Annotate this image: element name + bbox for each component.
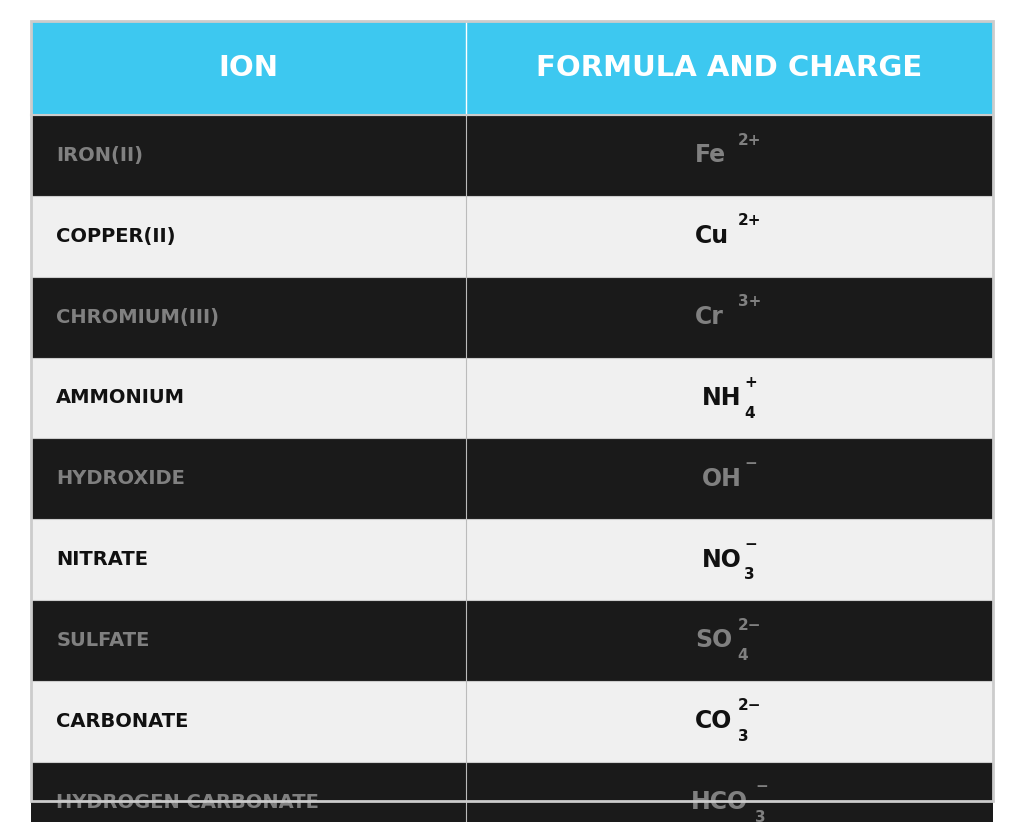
- Text: SO: SO: [694, 629, 732, 653]
- Text: NH: NH: [701, 386, 741, 410]
- Text: COPPER(II): COPPER(II): [56, 227, 176, 246]
- Text: Cr: Cr: [694, 305, 724, 329]
- Text: NO: NO: [701, 548, 741, 572]
- Text: IRON(II): IRON(II): [56, 146, 143, 165]
- Bar: [31, 21, 993, 115]
- Text: 2−: 2−: [737, 618, 761, 633]
- Bar: [31, 520, 993, 600]
- Text: HYDROXIDE: HYDROXIDE: [56, 469, 185, 488]
- Text: ION: ION: [218, 54, 279, 82]
- Bar: [31, 358, 993, 439]
- Text: 2+: 2+: [737, 133, 761, 148]
- Text: FORMULA AND CHARGE: FORMULA AND CHARGE: [537, 54, 923, 82]
- Text: 2+: 2+: [737, 213, 761, 229]
- Bar: [31, 277, 993, 358]
- Text: CARBONATE: CARBONATE: [56, 712, 188, 731]
- Text: SULFATE: SULFATE: [56, 631, 150, 650]
- Text: −: −: [744, 537, 757, 552]
- Bar: [31, 681, 993, 762]
- Text: AMMONIUM: AMMONIUM: [56, 388, 185, 407]
- Bar: [31, 600, 993, 681]
- Text: 3: 3: [744, 567, 755, 582]
- Text: +: +: [744, 375, 757, 390]
- Text: OH: OH: [701, 467, 741, 491]
- Bar: [31, 762, 993, 826]
- Text: −: −: [755, 779, 768, 795]
- Text: 3+: 3+: [737, 294, 761, 309]
- Bar: [31, 115, 993, 196]
- Bar: [31, 439, 993, 520]
- Text: Cu: Cu: [694, 225, 729, 249]
- Text: CHROMIUM(III): CHROMIUM(III): [56, 307, 219, 326]
- Text: HCO: HCO: [690, 790, 748, 814]
- Text: 4: 4: [744, 406, 755, 420]
- Text: 4: 4: [737, 648, 749, 663]
- Text: 2−: 2−: [737, 699, 761, 714]
- Text: NITRATE: NITRATE: [56, 550, 148, 569]
- Text: 3: 3: [755, 810, 766, 825]
- Text: CO: CO: [694, 710, 732, 733]
- Text: Fe: Fe: [694, 144, 726, 168]
- Text: HYDROGEN CARBONATE: HYDROGEN CARBONATE: [56, 793, 319, 812]
- Bar: [31, 196, 993, 277]
- Text: 3: 3: [737, 729, 749, 744]
- Text: −: −: [744, 456, 757, 471]
